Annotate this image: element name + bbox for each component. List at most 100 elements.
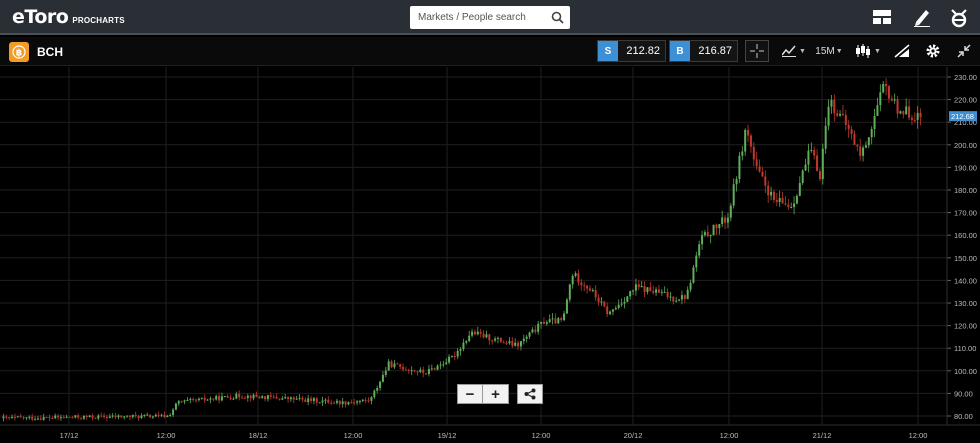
instrument-symbol: BCH xyxy=(37,45,63,59)
candle-body xyxy=(761,171,764,177)
candle-body xyxy=(482,333,485,338)
candle-body xyxy=(45,417,48,419)
candle-body xyxy=(844,114,847,125)
candle-body xyxy=(916,112,919,120)
x-tick-label: 12:00 xyxy=(532,431,551,440)
candle-body xyxy=(747,129,750,136)
candle-body xyxy=(246,395,249,398)
candle-body xyxy=(499,337,502,343)
timeframe-select[interactable]: 15M ▼ xyxy=(815,40,843,62)
candle-body xyxy=(709,234,712,237)
candle-body xyxy=(657,289,660,293)
timeframe-value: 15M xyxy=(815,45,835,57)
candle-body xyxy=(646,287,649,292)
candle-body xyxy=(818,171,821,180)
candle-body xyxy=(266,395,269,400)
candle-body xyxy=(160,414,163,416)
share-button[interactable] xyxy=(517,384,543,404)
candle-body xyxy=(410,370,413,372)
candle-body xyxy=(370,397,373,401)
candle-body xyxy=(675,300,678,302)
candle-body xyxy=(19,416,22,418)
candle-body xyxy=(34,419,37,421)
candle-body xyxy=(902,111,905,115)
candle-body xyxy=(197,398,200,401)
search-icon[interactable] xyxy=(551,11,564,24)
candle-body xyxy=(841,113,844,115)
candle-body xyxy=(563,313,566,321)
candle-body xyxy=(117,415,120,418)
candle-body xyxy=(59,417,62,419)
edit-icon[interactable] xyxy=(910,6,934,28)
candle-body xyxy=(189,398,192,401)
settings-icon[interactable] xyxy=(922,40,944,62)
candle-body xyxy=(862,147,865,156)
candle-body xyxy=(180,401,183,403)
candlestick-chart[interactable]: 230.00 220.00 210.00 200.00 190.00 180.00 170.… xyxy=(0,67,980,443)
candle-body xyxy=(554,318,557,324)
current-price-label: 212.68 xyxy=(951,112,974,121)
y-tick-label: 150.00 xyxy=(954,254,977,263)
candle-body xyxy=(353,402,356,404)
etoro-logo[interactable]: eToro PROCHARTS xyxy=(12,6,125,28)
candle-body xyxy=(422,369,425,374)
candle-body xyxy=(798,183,801,196)
candle-body xyxy=(588,288,591,291)
candle-body xyxy=(465,341,468,343)
price-chart[interactable]: 230.00 220.00 210.00 200.00 190.00 180.00 170.… xyxy=(0,67,980,443)
candle-body xyxy=(531,329,534,333)
candle-body xyxy=(269,395,272,397)
search-input[interactable] xyxy=(410,6,548,29)
candle-body xyxy=(16,416,19,418)
candle-body xyxy=(48,417,51,419)
candle-body xyxy=(252,394,255,399)
candle-body xyxy=(787,204,790,208)
etoro-e-icon[interactable] xyxy=(947,6,971,28)
candle-body xyxy=(356,401,359,403)
candle-body xyxy=(108,416,111,418)
x-tick-label: 12:00 xyxy=(344,431,363,440)
candle-body xyxy=(511,341,514,346)
candle-body xyxy=(853,133,856,145)
crosshair-icon[interactable] xyxy=(745,40,769,62)
candle-body xyxy=(488,334,491,341)
candle-body xyxy=(344,401,347,405)
candle-body xyxy=(545,322,548,324)
x-tick-label: 21/12 xyxy=(813,431,832,440)
y-tick-label: 220.00 xyxy=(954,96,977,105)
buy-button[interactable]: B 216.87 xyxy=(669,40,738,62)
candle-body xyxy=(419,369,422,372)
candle-body xyxy=(82,416,85,419)
candle-body xyxy=(284,397,287,399)
candle-body xyxy=(752,146,755,160)
candle-body xyxy=(123,416,126,418)
y-tick-label: 100.00 xyxy=(954,367,977,376)
candle-body xyxy=(261,396,264,398)
drawing-icon[interactable] xyxy=(891,40,913,62)
collapse-icon[interactable] xyxy=(953,40,975,62)
candle-body xyxy=(436,365,439,370)
bitcoin-cash-icon: ฿ xyxy=(9,42,29,62)
candle-body xyxy=(31,416,34,420)
zoom-out-button[interactable]: − xyxy=(457,384,483,404)
candle-body xyxy=(347,402,350,405)
candle-body xyxy=(617,304,620,308)
candle-body xyxy=(62,417,65,419)
zoom-in-button[interactable]: + xyxy=(483,384,509,404)
search-box[interactable] xyxy=(410,6,570,29)
sell-button[interactable]: S 212.82 xyxy=(597,40,666,62)
candle-body xyxy=(103,415,106,417)
layout-icon[interactable] xyxy=(870,6,894,28)
candle-body xyxy=(462,342,465,350)
candle-body xyxy=(577,273,580,283)
candle-body xyxy=(689,282,692,290)
indicators-icon[interactable]: ▼ xyxy=(780,40,808,62)
candle-body xyxy=(439,364,442,366)
candle-body xyxy=(301,397,304,400)
chart-type-icon[interactable]: ▼ xyxy=(853,40,883,62)
candle-body xyxy=(666,291,669,297)
candle-body xyxy=(597,297,600,303)
candle-body xyxy=(361,399,364,401)
candle-body xyxy=(491,340,494,342)
candle-body xyxy=(640,285,643,288)
